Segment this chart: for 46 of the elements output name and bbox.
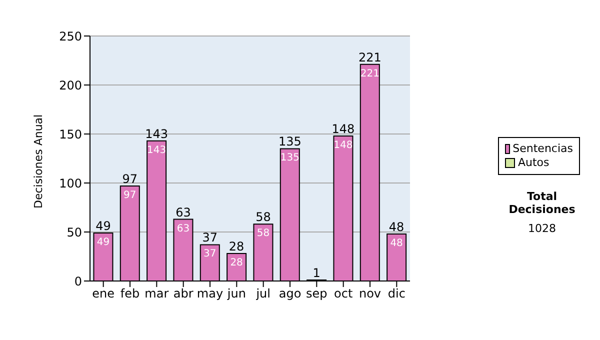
total-label: 143 — [145, 126, 168, 141]
legend-label: Autos — [518, 156, 550, 170]
y-tick-label: 50 — [66, 225, 82, 240]
total-label: 48 — [388, 220, 404, 234]
text: Total Decisiones — [508, 190, 576, 216]
x-tick-label: dic — [388, 286, 406, 301]
x-tick-label: jul — [255, 286, 270, 301]
data-label: 28 — [230, 258, 243, 269]
x-tick-label: mar — [144, 286, 169, 301]
data-label: 143 — [147, 144, 166, 156]
total-label: 135 — [278, 134, 302, 149]
data-label: 48 — [390, 238, 403, 249]
total-label: 58 — [256, 210, 271, 224]
x-tick-label: oct — [334, 286, 353, 301]
data-label: 97 — [124, 190, 136, 201]
x-tick-label: sep — [306, 286, 328, 301]
x-tick-label: nov — [358, 286, 382, 301]
y-tick-label: 150 — [59, 127, 82, 142]
total-label: 37 — [202, 230, 218, 245]
data-label: 135 — [280, 152, 300, 164]
legend-label: Sentencias — [512, 142, 573, 156]
total-label: 97 — [122, 172, 138, 186]
total-label: 63 — [176, 205, 191, 220]
data-label: 58 — [256, 228, 270, 240]
y-axis-title: Decisiones Anual — [32, 114, 45, 208]
data-label: 49 — [96, 236, 110, 248]
total-label: 221 — [358, 50, 382, 64]
data-label: 63 — [176, 223, 190, 234]
x-tick-label: abr — [173, 286, 194, 301]
data-label: 37 — [204, 248, 216, 260]
total-label: 49 — [96, 218, 111, 233]
x-tick-label: jun — [226, 286, 246, 301]
total-label: 148 — [332, 122, 355, 136]
total-label: 1 — [312, 266, 320, 280]
x-tick-label: feb — [120, 286, 140, 301]
x-tick-label: ago — [278, 286, 302, 301]
y-tick-label: 0 — [74, 274, 82, 288]
y-tick-label: 200 — [59, 78, 82, 92]
y-tick-label: 100 — [59, 176, 82, 190]
data-label: 148 — [334, 140, 353, 151]
x-tick-label: may — [196, 286, 224, 301]
total-label: 28 — [228, 240, 244, 254]
data-label: 221 — [360, 68, 380, 80]
y-tick-label: 250 — [59, 29, 82, 44]
text: 1028 — [527, 222, 557, 235]
x-tick-label: ene — [92, 286, 115, 301]
